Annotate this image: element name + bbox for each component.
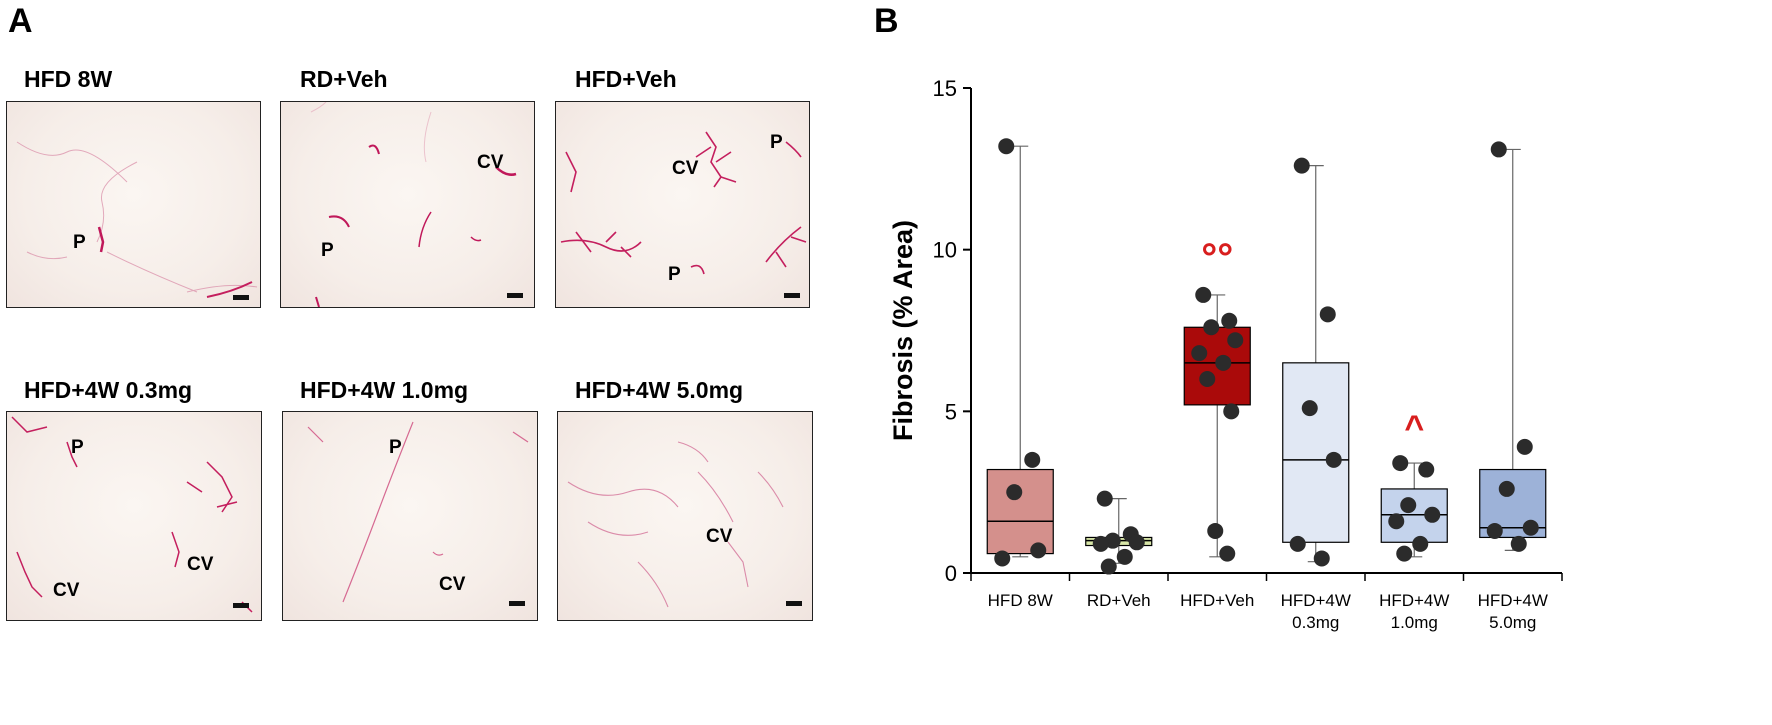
box bbox=[986, 468, 1054, 555]
data-point bbox=[1412, 535, 1429, 552]
data-point bbox=[1516, 438, 1533, 455]
portal-label: P bbox=[668, 264, 681, 285]
x-category-label: HFD+4W bbox=[1478, 591, 1548, 610]
y-tick-label: 0 bbox=[945, 561, 957, 586]
data-point bbox=[1522, 519, 1539, 536]
data-point bbox=[1325, 451, 1342, 468]
data-point bbox=[1221, 312, 1238, 329]
portal-label: P bbox=[770, 132, 783, 153]
data-point bbox=[1388, 513, 1405, 530]
data-point bbox=[1289, 535, 1306, 552]
data-point bbox=[1092, 535, 1109, 552]
x-category-label: RD+Veh bbox=[1087, 591, 1151, 610]
scale-bar bbox=[233, 295, 249, 300]
fibrosis-staining-image bbox=[11, 416, 253, 613]
data-point bbox=[1030, 542, 1047, 559]
data-point bbox=[1128, 534, 1145, 551]
data-point bbox=[1024, 451, 1041, 468]
panel-label-a: A bbox=[8, 2, 33, 40]
significance-marker: °° bbox=[1201, 236, 1233, 280]
data-point bbox=[1227, 332, 1244, 349]
y-tick-label: 15 bbox=[933, 76, 957, 101]
y-axis-label: Fibrosis (% Area) bbox=[888, 220, 918, 441]
data-point bbox=[1096, 490, 1113, 507]
data-point bbox=[1199, 371, 1216, 387]
micrograph-title-hfd-8w: HFD 8W bbox=[24, 66, 113, 92]
scale-bar bbox=[233, 603, 249, 608]
panel-label-b: B bbox=[874, 2, 899, 40]
scale-bar bbox=[507, 293, 523, 298]
micrograph-hfd-veh: P CV P bbox=[555, 101, 810, 308]
data-point bbox=[1424, 506, 1441, 523]
x-category-label: HFD+4W bbox=[1379, 591, 1449, 610]
micrograph-hfd-4w-5-0mg: CV bbox=[557, 411, 813, 621]
data-point bbox=[1223, 403, 1240, 420]
fibrosis-staining-image bbox=[16, 141, 258, 298]
data-point bbox=[1203, 319, 1220, 336]
portal-label: P bbox=[389, 437, 402, 458]
data-point bbox=[1100, 558, 1117, 575]
x-category-label: 0.3mg bbox=[1292, 613, 1339, 632]
data-point bbox=[1510, 535, 1527, 552]
box bbox=[1282, 362, 1350, 543]
central-vein-label: CV bbox=[53, 580, 80, 601]
x-category-label: 1.0mg bbox=[1391, 613, 1438, 632]
x-category-label: 5.0mg bbox=[1489, 613, 1536, 632]
central-vein-label: CV bbox=[187, 554, 214, 575]
central-vein-label: CV bbox=[672, 158, 699, 179]
fibrosis-staining-image bbox=[567, 441, 784, 608]
micrograph-title-rd-veh: RD+Veh bbox=[300, 66, 388, 92]
data-point bbox=[1486, 522, 1503, 539]
data-point bbox=[1006, 484, 1023, 501]
scale-bar bbox=[509, 601, 525, 606]
data-point bbox=[1219, 545, 1236, 562]
micrograph-hfd-4w-0-3mg: P CV CV bbox=[6, 411, 262, 621]
x-category-label: HFD 8W bbox=[988, 591, 1053, 610]
x-category-label: HFD+4W bbox=[1281, 591, 1351, 610]
micrograph-title-hfd-4w-5-0mg: HFD+4W 5.0mg bbox=[575, 377, 744, 403]
data-point bbox=[1400, 497, 1417, 514]
data-point bbox=[1490, 141, 1507, 158]
micrograph-rd-veh: CV P bbox=[280, 101, 535, 308]
portal-label: P bbox=[321, 240, 334, 261]
data-point bbox=[1301, 400, 1318, 417]
scale-bar bbox=[786, 601, 802, 606]
data-point bbox=[1207, 522, 1224, 539]
data-point bbox=[1191, 345, 1208, 362]
significance-marker: ^ bbox=[1404, 409, 1424, 447]
fibrosis-staining-image bbox=[307, 421, 529, 603]
fibrosis-staining-image bbox=[310, 102, 517, 307]
x-category-label: HFD+Veh bbox=[1180, 591, 1254, 610]
portal-label: P bbox=[73, 232, 86, 253]
data-point bbox=[998, 138, 1015, 155]
y-tick-label: 10 bbox=[933, 238, 957, 263]
data-point bbox=[1313, 550, 1330, 567]
data-point bbox=[1104, 532, 1121, 549]
scale-bar bbox=[784, 293, 800, 298]
central-vein-label: CV bbox=[439, 574, 466, 595]
micrograph-title-hfd-4w-0-3mg: HFD+4W 0.3mg bbox=[24, 377, 193, 403]
fibrosis-staining-image bbox=[560, 131, 807, 275]
portal-label: P bbox=[71, 437, 84, 458]
micrograph-title-hfd-4w-1-0mg: HFD+4W 1.0mg bbox=[300, 377, 469, 403]
data-point bbox=[1319, 306, 1336, 323]
micrograph-hfd-8w: P bbox=[6, 101, 261, 308]
data-point bbox=[1195, 286, 1212, 303]
data-point bbox=[1116, 548, 1133, 565]
data-point bbox=[1392, 455, 1409, 472]
data-point bbox=[994, 550, 1011, 567]
data-point bbox=[1498, 480, 1515, 497]
fibrosis-box-plot: 0 5 10 15 Fibrosis (% Area) HFD 8W RD+Veh °° HFD… bbox=[888, 76, 1563, 632]
micrograph-hfd-4w-1-0mg: P CV bbox=[282, 411, 538, 621]
y-tick-label: 5 bbox=[945, 399, 957, 424]
central-vein-label: CV bbox=[477, 152, 504, 173]
micrograph-title-hfd-veh: HFD+Veh bbox=[575, 66, 677, 92]
data-point bbox=[1396, 545, 1413, 562]
data-point bbox=[1418, 461, 1435, 478]
central-vein-label: CV bbox=[706, 526, 733, 547]
data-point bbox=[1293, 157, 1310, 174]
data-point bbox=[1215, 354, 1232, 371]
